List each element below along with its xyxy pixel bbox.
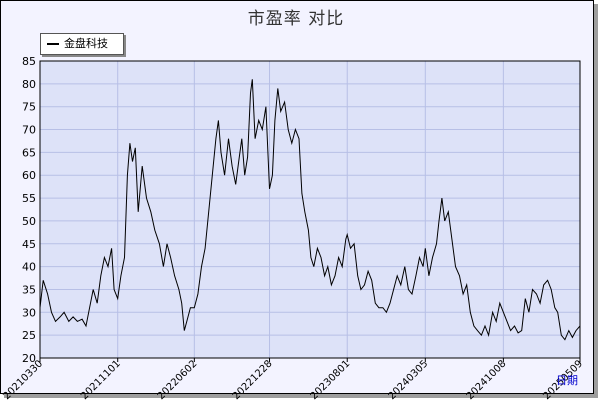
- y-tick-label: 45: [22, 238, 36, 251]
- y-tick-label: 30: [22, 306, 36, 319]
- legend-label: 金盘科技: [64, 37, 108, 50]
- y-tick-label: 80: [22, 78, 36, 91]
- y-tick-label: 65: [22, 146, 36, 159]
- x-tick-label: 20220602: [156, 358, 200, 400]
- legend-swatch: [47, 43, 59, 45]
- x-tick-label: 20211101: [79, 358, 123, 400]
- x-tick-label: 20241008: [465, 358, 509, 400]
- y-tick-label: 35: [22, 283, 36, 296]
- y-tick-label: 55: [22, 192, 36, 205]
- chart-title: 市盈率 对比: [247, 9, 345, 29]
- y-tick-label: 85: [22, 55, 36, 68]
- x-tick-label: 20221228: [231, 358, 275, 400]
- plot-border: [39, 60, 581, 359]
- x-tick-label: 20230801: [309, 358, 353, 400]
- y-tick-label: 25: [22, 329, 36, 342]
- y-tick-label: 70: [22, 124, 36, 137]
- y-tick-label: 60: [22, 169, 36, 182]
- y-tick-label: 50: [22, 215, 36, 228]
- plot-area: [40, 61, 580, 358]
- x-axis-label: 日期: [556, 374, 578, 387]
- y-tick-label: 75: [22, 101, 36, 114]
- legend: 金盘科技: [40, 33, 124, 55]
- x-tick-label: 20240305: [387, 358, 431, 400]
- y-tick-label: 20: [22, 352, 36, 365]
- y-tick-label: 40: [22, 261, 36, 274]
- series-line-金盘科技: [39, 79, 581, 341]
